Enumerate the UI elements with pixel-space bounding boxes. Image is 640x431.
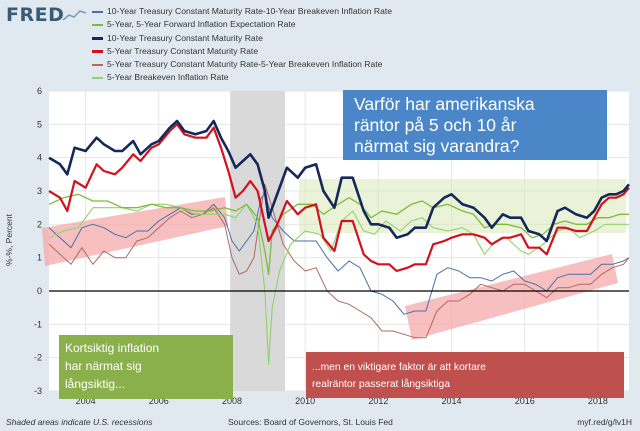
y-axis-label: %-%, Percent xyxy=(4,213,14,266)
y-tick-label: 5 xyxy=(37,119,42,129)
legend-entry: 10-Year Treasury Constant Maturity Rate-… xyxy=(92,5,392,18)
y-tick-label: 0 xyxy=(37,286,42,296)
legend: 10-Year Treasury Constant Maturity Rate-… xyxy=(92,5,392,85)
legend-swatch xyxy=(92,63,103,66)
left-annotation: Kortsiktig inflation har närmat sig lång… xyxy=(59,335,233,399)
title-annotation: Varför har amerikanska räntor på 5 och 1… xyxy=(343,90,607,160)
y-tick-label: -2 xyxy=(34,353,42,363)
footer-link[interactable]: myf.red/g/lv1H xyxy=(577,417,632,427)
title-annotation-box xyxy=(343,90,607,160)
y-tick-label: -3 xyxy=(34,386,42,396)
y-tick-label: 2 xyxy=(37,219,42,229)
legend-swatch xyxy=(92,50,103,54)
footer-recession-note: Shaded areas indicate U.S. recessions xyxy=(6,417,153,427)
legend-swatch xyxy=(92,23,103,26)
y-tick-label: 3 xyxy=(37,186,42,196)
legend-swatch xyxy=(92,10,103,13)
left-line-3: långsiktig... xyxy=(65,377,125,391)
legend-entry: 5-Year Treasury Constant Maturity Rate-5… xyxy=(92,58,392,71)
fred-logo: FRED xyxy=(6,4,65,26)
legend-label: 10-Year Treasury Constant Maturity Rate xyxy=(107,32,263,43)
left-line-1: Kortsiktig inflation xyxy=(65,341,159,355)
y-tick-label: -1 xyxy=(34,319,42,329)
title-line-1: Varför har amerikanska xyxy=(354,94,535,114)
recession-shading xyxy=(230,91,286,391)
left-annotation-box xyxy=(59,335,233,399)
series-line-5-year-treasury-constant-maturity-rate xyxy=(48,123,630,273)
highlight-band-left xyxy=(42,197,228,266)
series-line-10-year-treasury-constant-maturity-rate-10-year-breakeven-inflation-rate xyxy=(48,193,630,315)
y-tick-label: 4 xyxy=(37,153,42,163)
legend-swatch xyxy=(92,77,103,80)
legend-label: 5-Year Breakeven Inflation Rate xyxy=(107,72,229,83)
y-tick-labels: -3 -2 -1 0 1 2 3 4 5 6 xyxy=(34,86,42,396)
x-tick-label: 2014 xyxy=(442,396,462,406)
legend-swatch xyxy=(92,36,103,40)
legend-label: 5-Year Treasury Constant Maturity Rate-5… xyxy=(107,59,383,70)
x-tick-label: 2016 xyxy=(515,396,535,406)
legend-entry: 5-Year Breakeven Inflation Rate xyxy=(92,71,392,84)
legend-label: 10-Year Treasury Constant Maturity Rate-… xyxy=(107,6,393,16)
right-annotation: ...men en viktigare faktor är att kortar… xyxy=(306,352,624,398)
x-tick-label: 2004 xyxy=(76,396,96,406)
x-tick-label: 2008 xyxy=(222,396,242,406)
title-line-2: räntor på 5 och 10 år xyxy=(354,115,517,135)
y-tick-label: 6 xyxy=(37,86,42,96)
x-tick-label: 2006 xyxy=(149,396,169,406)
legend-label: 5-Year Treasury Constant Maturity Rate xyxy=(107,45,259,56)
footer-sources: Sources: Board of Governors, St. Louis F… xyxy=(228,417,393,427)
legend-entry: 5-Year Treasury Constant Maturity Rate xyxy=(92,45,392,58)
title-line-3: närmat sig varandra? xyxy=(354,136,520,156)
right-line-2: realräntor passerat långsiktiga xyxy=(312,378,450,390)
legend-entry: 10-Year Treasury Constant Maturity Rate xyxy=(92,32,392,45)
right-annotation-box xyxy=(306,352,624,398)
series-line-5-year-5-year-forward-inflation-expectation-rate xyxy=(48,193,629,275)
x-tick-labels: 2004 2006 2008 2010 2012 2014 2016 2018 xyxy=(76,396,608,406)
left-line-2: har närmat sig xyxy=(65,359,142,373)
legend-label: 5-Year, 5-Year Forward Inflation Expecta… xyxy=(107,19,296,30)
x-tick-label: 2010 xyxy=(295,396,315,406)
x-tick-label: 2012 xyxy=(368,396,388,406)
x-tick-label: 2018 xyxy=(588,396,608,406)
series-group xyxy=(48,119,631,365)
y-axis-label-text: %-%, Percent xyxy=(4,213,14,266)
y-tick-label: 1 xyxy=(37,253,42,263)
right-line-1: ...men en viktigare faktor är att kortar… xyxy=(312,362,486,373)
fred-sparkline-icon xyxy=(62,10,87,21)
series-line-10-year-treasury-constant-maturity-rate xyxy=(48,119,631,243)
legend-entry: 5-Year, 5-Year Forward Inflation Expecta… xyxy=(92,18,392,31)
